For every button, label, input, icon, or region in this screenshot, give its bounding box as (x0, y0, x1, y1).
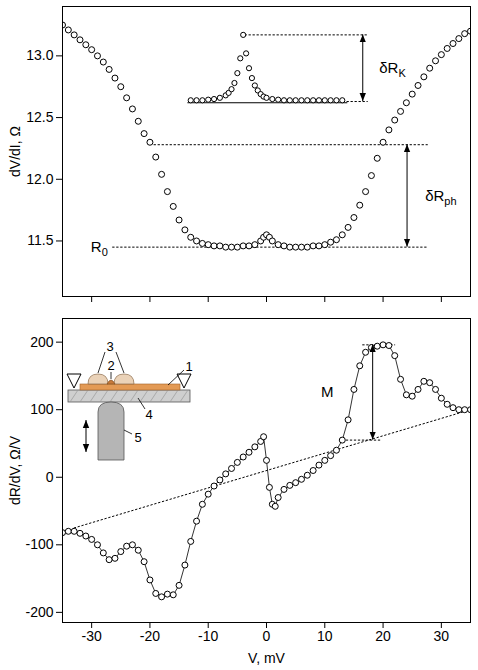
svg-text:12.0: 12.0 (26, 171, 53, 187)
svg-text:δRph: δRph (425, 187, 456, 207)
svg-text:M: M (321, 383, 334, 400)
svg-text:0: 0 (263, 628, 271, 644)
svg-text:11.5: 11.5 (27, 232, 53, 248)
svg-text:3: 3 (106, 339, 113, 354)
svg-text:-30: -30 (82, 628, 102, 644)
svg-text:12.5: 12.5 (26, 109, 53, 125)
svg-text:200: 200 (30, 334, 54, 350)
svg-text:2: 2 (107, 358, 114, 373)
svg-text:100: 100 (30, 401, 54, 417)
svg-text:δRK: δRK (379, 59, 406, 79)
svg-text:-200: -200 (25, 604, 53, 620)
svg-text:dR/dV, Ω/V: dR/dV, Ω/V (7, 435, 23, 505)
svg-text:-10: -10 (198, 628, 218, 644)
svg-text:1: 1 (185, 359, 192, 374)
svg-text:-100: -100 (25, 536, 53, 552)
svg-text:V, mV: V, mV (248, 650, 285, 666)
svg-text:4: 4 (145, 407, 152, 422)
svg-text:0: 0 (46, 469, 54, 485)
svg-text:30: 30 (434, 628, 450, 644)
svg-text:-20: -20 (140, 628, 160, 644)
svg-text:dV/dI, Ω: dV/dI, Ω (7, 126, 23, 177)
svg-text:5: 5 (134, 430, 141, 445)
svg-text:20: 20 (375, 628, 391, 644)
svg-text:10: 10 (317, 628, 333, 644)
svg-text:13.0: 13.0 (26, 47, 53, 63)
svg-text:R0: R0 (91, 238, 108, 258)
